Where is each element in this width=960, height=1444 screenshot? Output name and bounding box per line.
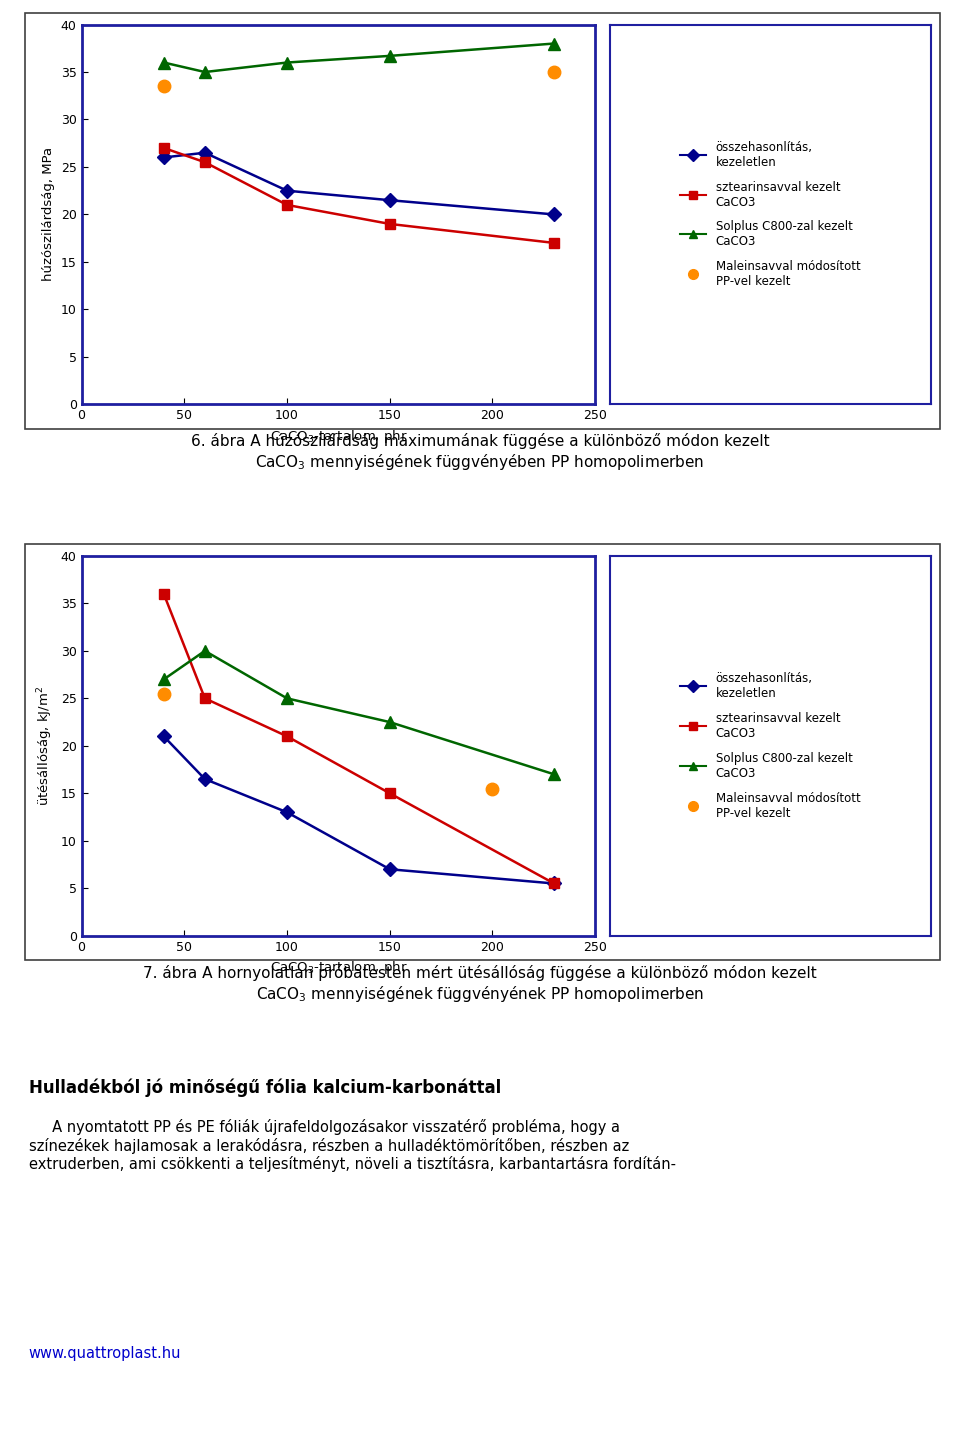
Text: 6. ábra A húzószilárdság maximumának függése a különböző módon kezelt
CaCO$_3$ m: 6. ábra A húzószilárdság maximumának füg… [191,433,769,472]
Legend: összehasonlítás,
kezeletlen, sztearinsavval kezelt
CaCO3, Solplus C800-zal kezel: összehasonlítás, kezeletlen, sztearinsav… [671,663,870,829]
Y-axis label: ütésállóság, kJ/m$^2$: ütésállóság, kJ/m$^2$ [36,686,56,806]
Y-axis label: húzószilárdság, MPa: húzószilárdság, MPa [42,147,56,282]
Text: www.quattroplast.hu: www.quattroplast.hu [29,1346,181,1360]
Legend: összehasonlítás,
kezeletlen, sztearinsavval kezelt
CaCO3, Solplus C800-zal kezel: összehasonlítás, kezeletlen, sztearinsav… [671,131,870,297]
Text: Hulladékból jó minőségű fólia kalcium-karbonáttal: Hulladékból jó minőségű fólia kalcium-ka… [29,1079,501,1097]
X-axis label: CaCO$_3$-tartalom, phr: CaCO$_3$-tartalom, phr [270,427,407,445]
Text: A nyomtatott PP és PE fóliák újrafeldolgozásakor visszatérő probléma, hogy a
szí: A nyomtatott PP és PE fóliák újrafeldolg… [29,1119,676,1173]
X-axis label: CaCO$_3$-tartalom, phr: CaCO$_3$-tartalom, phr [270,959,407,976]
Text: 7. ábra A hornyolatlan próbatesten mért ütésállóság függése a különböző módon ke: 7. ábra A hornyolatlan próbatesten mért … [143,965,817,1004]
